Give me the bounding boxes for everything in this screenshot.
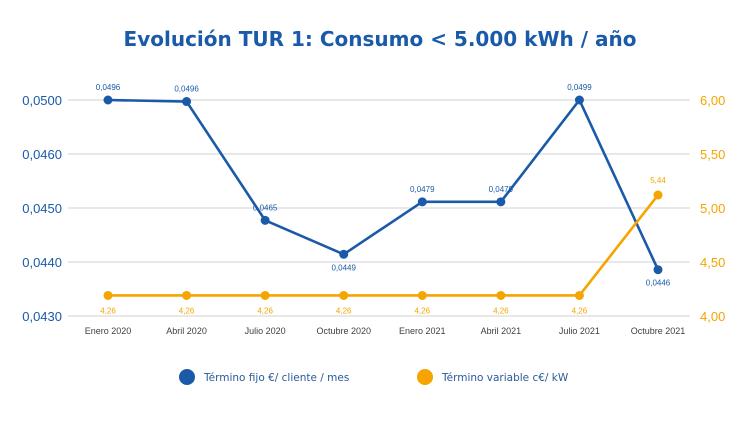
data-label: 0,0496: [96, 83, 121, 92]
data-label: 4,26: [257, 306, 273, 315]
category-axis: Enero 2020 Abril 2020 Julio 2020 Octubre 20…: [85, 326, 686, 336]
data-point: [103, 290, 113, 300]
left-tick-label: 0,0450: [22, 201, 62, 216]
data-label: 0,0496: [174, 85, 199, 94]
data-point: [182, 97, 192, 107]
category-label: Octubre 2020: [316, 326, 371, 336]
legend-label: Término fijo €/ cliente / mes: [203, 372, 349, 384]
right-tick-label: 5,00: [700, 201, 725, 216]
right-tick-label: 4,50: [700, 255, 725, 270]
right-axis-ticks: 6,00 5,50 5,00 4,50 4,00: [700, 93, 725, 324]
data-label: 0,0446: [646, 279, 671, 288]
data-label: 4,26: [336, 306, 352, 315]
data-point: [496, 197, 506, 207]
data-point: [182, 290, 192, 300]
data-point: [260, 290, 270, 300]
chart-title: Evolución TUR 1: Consumo < 5.000 kWh / a…: [124, 27, 637, 51]
data-point: [260, 215, 270, 225]
data-label: 0,0479: [489, 185, 514, 194]
category-label: Enero 2021: [399, 326, 446, 336]
left-tick-label: 0,0430: [22, 309, 62, 324]
legend: Término fijo €/ cliente / mes Término var…: [179, 369, 569, 385]
data-label: 4,26: [100, 306, 116, 315]
data-point: [653, 265, 663, 275]
category-label: Julio 2020: [245, 326, 286, 336]
data-point: [103, 95, 113, 105]
right-tick-label: 6,00: [700, 93, 725, 108]
data-point: [417, 290, 427, 300]
category-label: Abril 2021: [481, 326, 522, 336]
data-label: 4,26: [572, 306, 588, 315]
category-label: Enero 2020: [85, 326, 132, 336]
right-tick-label: 4,00: [700, 309, 725, 324]
series-layer: 0,0496 0,0496 0,0465 0,0449 0,0479 0,0479 0,04…: [96, 83, 671, 315]
legend-label: Término variable c€/ kW: [441, 372, 569, 384]
left-tick-label: 0,0500: [22, 93, 62, 108]
left-tick-label: 0,0440: [22, 255, 62, 270]
data-label: 0,0449: [331, 263, 356, 272]
data-label: 4,26: [179, 306, 195, 315]
data-label: 4,26: [414, 306, 430, 315]
legend-marker: [417, 369, 433, 385]
data-point: [339, 290, 349, 300]
data-point: [574, 290, 584, 300]
data-label: 0,0465: [253, 203, 278, 212]
data-point: [653, 190, 663, 200]
data-label: 0,0499: [567, 83, 592, 92]
legend-marker: [179, 369, 195, 385]
data-label: 5,44: [650, 176, 666, 185]
data-label: 4,26: [493, 306, 509, 315]
data-point: [339, 249, 349, 259]
category-label: Abril 2020: [166, 326, 207, 336]
series-line: [108, 194, 660, 297]
series-2: 4,26 4,26 4,26 4,26 4,26 4,26 4,26 5,44: [100, 176, 666, 315]
series-1: 0,0496 0,0496 0,0465 0,0449 0,0479 0,0479 0,04…: [96, 83, 671, 288]
data-label: 0,0479: [410, 185, 435, 194]
right-tick-label: 5,50: [700, 147, 725, 162]
left-axis-ticks: 0,0500 0,0460 0,0450 0,0440 0,0430: [22, 93, 62, 324]
gridlines: [68, 99, 690, 317]
category-label: Julio 2021: [559, 326, 600, 336]
left-tick-label: 0,0460: [22, 147, 62, 162]
data-point: [417, 197, 427, 207]
data-point: [496, 290, 506, 300]
series-line: [107, 98, 660, 271]
data-point: [574, 95, 584, 105]
category-label: Octubre 2021: [631, 326, 686, 336]
